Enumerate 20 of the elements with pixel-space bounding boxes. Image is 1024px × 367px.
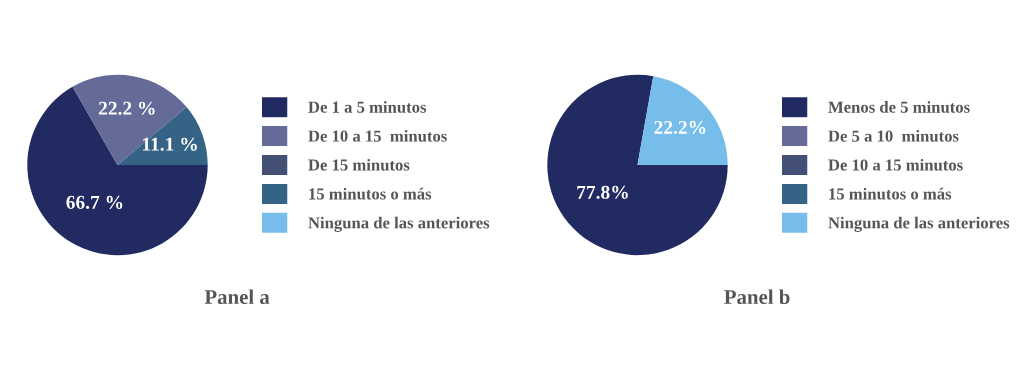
data-label: 66.7 % (66, 195, 123, 209)
text: Panel a (204, 289, 270, 305)
legend-label: 15 minutos o más (309, 187, 432, 200)
legend-label: De 5 a 10 minutos (828, 129, 959, 142)
data-label: 77.8% (577, 185, 628, 199)
legend-label: Ninguna de las anteriores (828, 216, 1010, 232)
legend-label: Ninguna de las anteriores (308, 216, 490, 232)
legend-label: 15 minutos o más (829, 187, 952, 200)
data-label: 22.2% (654, 120, 706, 135)
pie-slice (27, 86, 208, 256)
text: Panel b (724, 289, 790, 305)
data-label: 22.2 % (98, 101, 155, 115)
legend-label: De 10 a 15 minutos (308, 129, 447, 142)
legend-label: De 1 a 5 minutos (308, 101, 427, 113)
legend-label: De 15 minutos (308, 158, 410, 171)
pie-slice (637, 76, 728, 165)
data-label: 11.1 % (142, 137, 197, 151)
legend-label: Menos de 5 minutos (828, 101, 970, 113)
legend-label: De 10 a 15 minutos (828, 158, 963, 171)
pie-slice (547, 74, 728, 256)
